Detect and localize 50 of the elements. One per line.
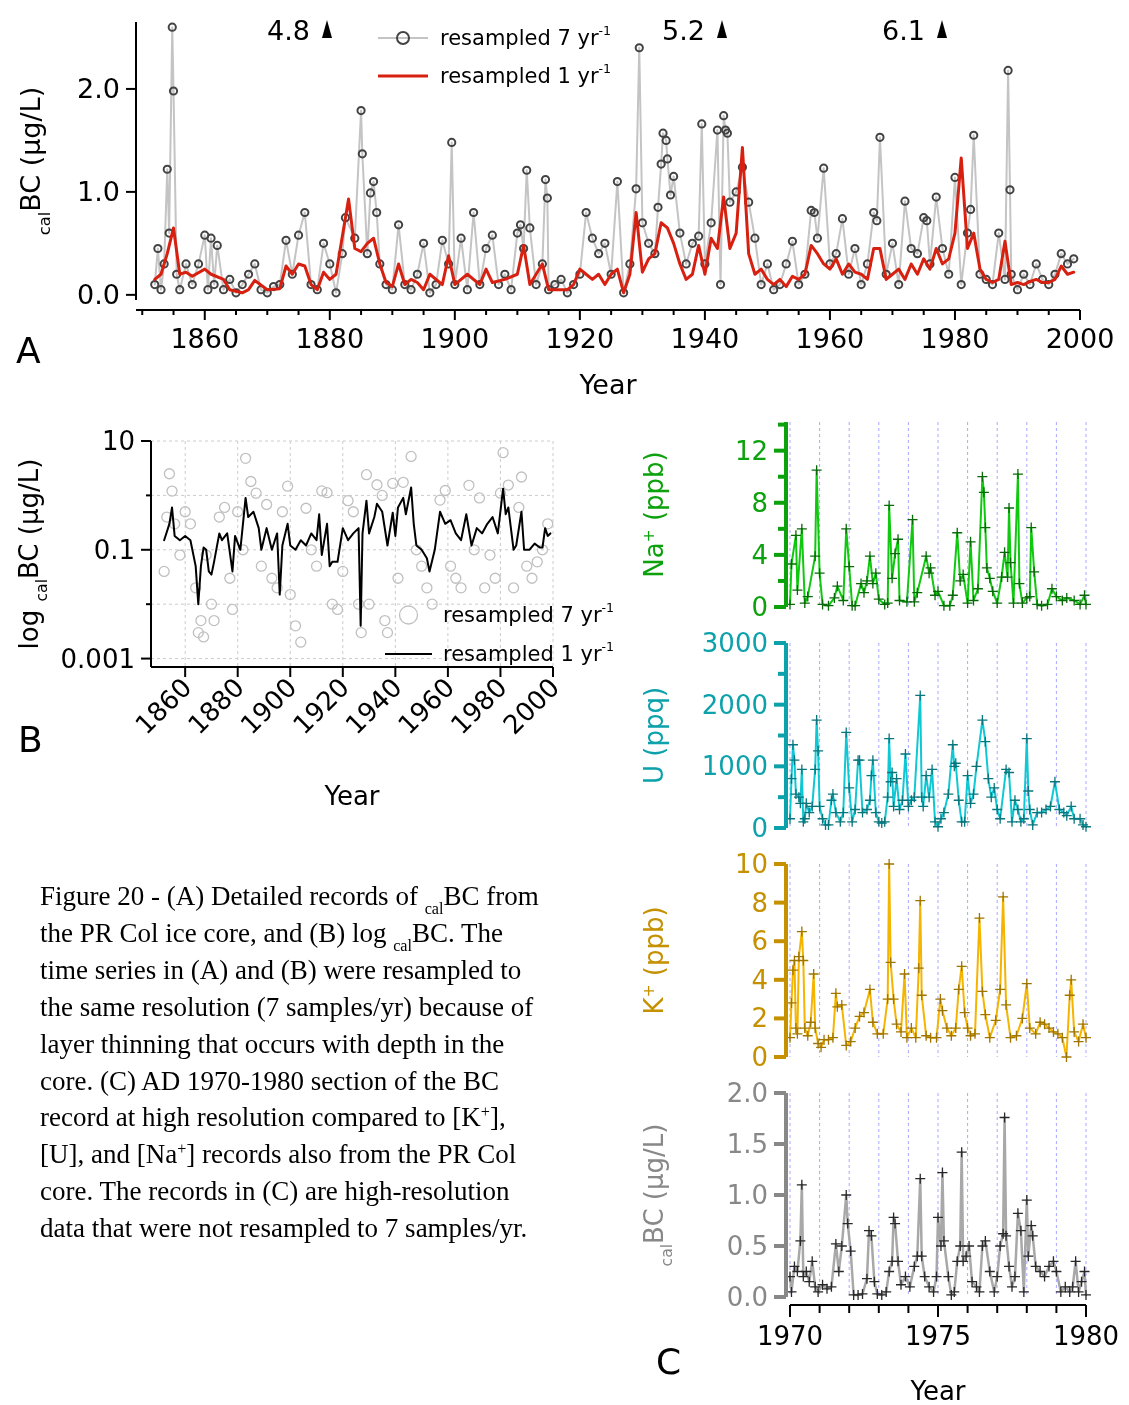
x-tick-label: 1980 — [920, 323, 990, 354]
y-tick-label: 10 — [734, 849, 768, 879]
x-tick-label: 1960 — [795, 323, 865, 354]
legend-label: resampled 7 yr$^{-1}$ — [443, 600, 615, 627]
y-tick-label: 10 — [101, 426, 135, 456]
x-tick-label: 2000 — [1045, 323, 1115, 354]
legend-label: resampled 1 yr$^{-1}$ — [440, 61, 612, 88]
annotation: 4.8 — [267, 15, 310, 46]
y-tick-label: 0.1 — [93, 534, 135, 565]
y-tick-label: 2.0 — [77, 73, 120, 105]
y-tick-label: 1000 — [701, 751, 768, 782]
y-tick-label: 6 — [751, 926, 768, 957]
y-tick-label: 0 — [751, 813, 768, 843]
x-axis-title: Year — [323, 781, 380, 811]
y-tick-label: 0.0 — [726, 1282, 768, 1312]
x-tick-label: 1970 — [756, 1321, 824, 1351]
x-tick-label: 1860 — [170, 323, 240, 354]
y-tick-label: 8 — [751, 887, 768, 918]
x-tick-label: 1975 — [904, 1321, 972, 1351]
text: B — [18, 719, 43, 760]
text: C — [656, 1341, 682, 1382]
y-tick-label: 1.5 — [726, 1129, 768, 1159]
y-tick-label: 4 — [751, 964, 768, 995]
y-tick-label: 3000 — [701, 628, 768, 658]
y-tick-label: 0.001 — [60, 643, 135, 674]
y-tick-label: 0.0 — [77, 279, 120, 311]
legend-label: resampled 1 yr$^{-1}$ — [443, 639, 615, 666]
y-tick-label: 4 — [751, 539, 768, 570]
y-tick-label: 0 — [751, 1042, 768, 1072]
y-tick-label: 1.0 — [726, 1180, 768, 1210]
y-tick-label: 2.0 — [726, 1078, 768, 1108]
x-tick-label: 1880 — [295, 323, 365, 354]
x-axis-title: Year — [578, 369, 638, 400]
x-tick-label: 1980 — [1052, 1321, 1120, 1351]
text: Figure 20 - (A) Detailed records of $_{cal}$BC from the PR Col ice core, and (B) log $_{cal}$BC. The time series in (A) and (B) were resampled to the same resolution (7 samples/yr) because of layer thinning that occurs with depth in the core. (C) AD 1970-1980 section of the BC record at high resolution compared to [K$^{+}$], [U], and [Na$^{+}$] records also from the PR Col core. The records in (C) are high-resolution data that were not resampled to 7 samples/yr. — [40, 881, 539, 1244]
text: A — [16, 330, 41, 371]
annotation: 6.1 — [882, 15, 925, 46]
y-tick-label: 0 — [751, 592, 768, 622]
annotation: 5.2 — [662, 15, 705, 46]
y-tick-label: 2 — [751, 1003, 768, 1034]
legend-label: resampled 7 yr$^{-1}$ — [440, 23, 612, 50]
x-tick-label: 1900 — [420, 323, 490, 354]
y-tick-label: 8 — [751, 487, 768, 518]
y-tick-label: 1.0 — [77, 176, 120, 208]
x-axis-title: Year — [909, 1376, 966, 1405]
y-axis-title: U (ppq) — [639, 686, 669, 785]
x-tick-label: 1920 — [545, 323, 615, 354]
y-tick-label: 0.5 — [726, 1231, 768, 1261]
x-tick-label: 1940 — [670, 323, 740, 354]
y-tick-label: 12 — [734, 435, 768, 466]
